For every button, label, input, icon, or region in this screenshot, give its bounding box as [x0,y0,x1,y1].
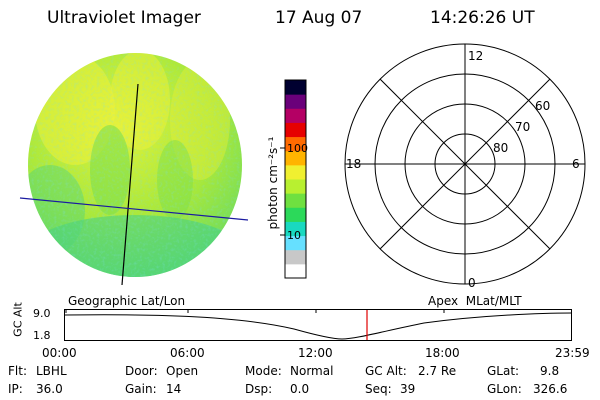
polar-grid: 12 6 0 18 60 70 80 [344,43,586,290]
colorbar-segment [285,263,306,279]
status-glat-key: GLat: [487,364,520,378]
lat-label-80: 80 [493,141,508,155]
status-gain-key: Gain: [125,382,157,396]
status-mode-value: Normal [290,364,334,378]
lat-label-60: 60 [535,99,550,113]
colorbar-segment [285,235,306,251]
apex-coord-label: Apex MLat/MLT [428,294,522,308]
status-ip-value: 36.0 [36,382,63,396]
colorbar-tick-10: 10 [287,229,301,242]
colorbar-segment [285,164,306,180]
colorbar-unit-label: photon cm⁻²s⁻¹ [266,136,280,230]
status-glon-value: 326.6 [533,382,568,396]
instrument-title: Ultraviolet Imager [47,8,201,28]
colorbar-tick-100: 100 [287,142,308,155]
timeline-axis-label: GC Alt [11,302,25,337]
status-dsp-value: 0.0 [290,382,310,396]
colorbar-segment [285,80,306,95]
status-gain-value: 14 [166,382,182,396]
colorbar-segment [285,207,306,222]
mlt-label-bottom: 0 [468,276,476,290]
colorbar-segment [285,94,306,109]
colorbar-segment [285,249,306,265]
status-glon-key: GLon: [487,382,522,396]
date-label: 17 Aug 07 [275,8,363,28]
status-seq-value: 39 [400,382,416,396]
colorbar-segment [285,150,306,166]
mlt-label-top: 12 [468,49,483,63]
colorbar-segment [285,122,306,138]
timeline-xtick-0: 00:00 [42,346,77,360]
status-seq-key: Seq: [365,382,392,396]
status-dsp-key: Dsp: [245,382,273,396]
status-flt-value: LBHL [36,364,67,378]
meridian-line [121,83,139,286]
mlt-label-left: 18 [346,157,361,171]
status-gcalt-key: GC Alt: [365,364,407,378]
colorbar [280,79,307,279]
status-door-value: Open [166,364,199,378]
colorbar-segment [285,179,306,194]
timeline-xtick-4: 23:59 [555,346,590,360]
latitude-line [19,197,249,221]
altitude-timeline [64,309,573,341]
colorbar-segment [285,136,306,152]
mlt-label-right: 6 [572,157,580,171]
status-mode-key: Mode: [245,364,282,378]
status-door-key: Door: [125,364,158,378]
time-label: 14:26:26 UT [430,8,535,28]
status-gcalt-value: 2.7 Re [418,364,457,378]
timeline-ytick-high: 9.0 [33,307,51,320]
lat-label-70: 70 [515,120,530,134]
colorbar-segment [285,193,306,208]
timeline-xtick-3: 18:00 [425,346,460,360]
geographic-coord-label: Geographic Lat/Lon [68,294,186,308]
timeline-xtick-1: 06:00 [170,346,205,360]
status-flt-key: Flt: [8,364,27,378]
colorbar-segment [285,221,306,237]
timeline-xtick-2: 12:00 [298,346,333,360]
timeline-ytick-low: 1.8 [33,329,51,342]
colorbar-segment [285,108,306,123]
status-ip-key: IP: [8,382,23,396]
status-glat-value: 9.8 [540,364,560,378]
auroral-image [19,53,249,286]
